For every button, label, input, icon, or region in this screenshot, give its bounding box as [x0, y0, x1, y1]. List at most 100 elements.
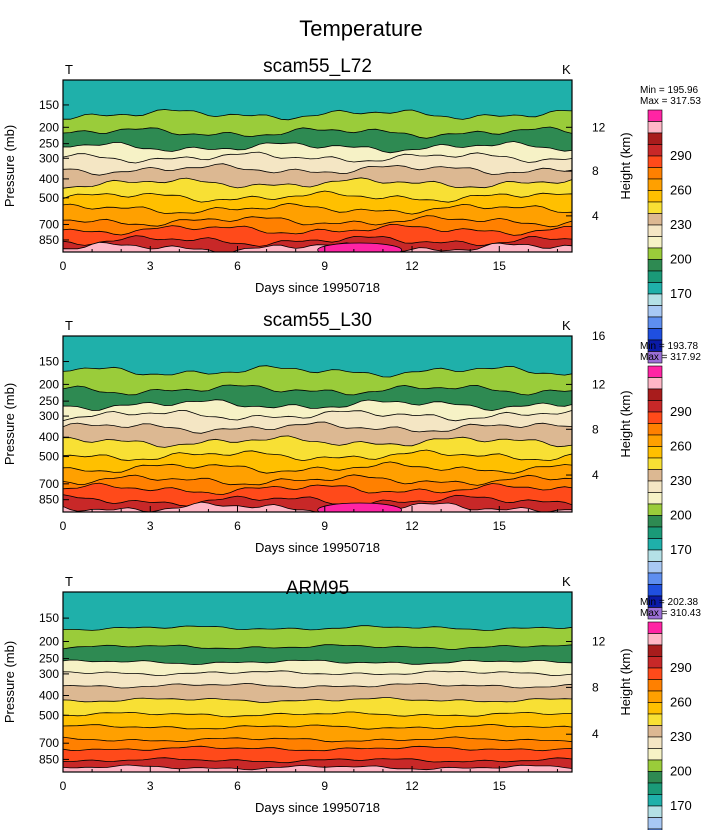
y-tick-label: 150	[39, 611, 59, 625]
y-axis-label: Pressure (mb)	[2, 641, 17, 723]
x-tick-label: 15	[493, 779, 507, 793]
x-tick-label: 0	[60, 259, 67, 273]
x-axis-label: Days since 19950718	[255, 800, 380, 815]
plot-frame	[62, 79, 573, 253]
colorbar-box	[647, 713, 663, 726]
plot-frame	[62, 335, 573, 513]
x-tick-label: 3	[147, 519, 154, 533]
colorbar-box	[647, 247, 663, 260]
right-string: K	[562, 318, 571, 333]
y-tick-label: 250	[39, 652, 59, 666]
y2-tick-label: 4	[592, 727, 599, 741]
colorbar-box	[647, 167, 663, 180]
left-string: T	[65, 574, 73, 589]
contour-band	[317, 502, 403, 512]
y2-axis-label: Height (km)	[618, 648, 633, 715]
colorbar-box	[647, 411, 663, 424]
y-tick-label: 850	[39, 752, 59, 766]
colorbar-box	[647, 561, 663, 574]
colorbar-label: 290	[670, 660, 692, 675]
x-tick-label: 6	[234, 519, 241, 533]
colorbar-box	[647, 503, 663, 516]
colorbar-box	[647, 736, 663, 749]
colorbar-box	[647, 305, 663, 318]
x-tick-label: 6	[234, 259, 241, 273]
colorbar-label: 260	[670, 439, 692, 454]
panel-title: ARM95	[286, 578, 349, 599]
y-tick-label: 500	[39, 450, 59, 464]
y-tick-label: 700	[39, 736, 59, 750]
contour-field	[63, 336, 572, 512]
contour-band	[63, 241, 572, 252]
y2-axis-label: Height (km)	[618, 132, 633, 199]
colorbar-box	[647, 480, 663, 493]
x-tick-label: 9	[321, 259, 328, 273]
colorbar-box	[647, 400, 663, 413]
colorbar-box	[647, 213, 663, 226]
colorbar-box	[647, 538, 663, 551]
colorbar-box	[647, 132, 663, 145]
colorbar-box	[647, 690, 663, 703]
colorbar-box	[647, 805, 663, 818]
colorbar-box	[647, 109, 663, 122]
colorbar-box	[647, 771, 663, 784]
x-tick-label: 15	[493, 519, 507, 533]
colorbar-box	[647, 794, 663, 807]
colorbar-box	[647, 457, 663, 470]
colorbar-box	[647, 515, 663, 528]
main-title: Temperature	[299, 16, 423, 41]
right-string: K	[562, 574, 571, 589]
y-tick-label: 300	[39, 151, 59, 165]
panel-title: scam55_L30	[263, 310, 372, 331]
x-axis-label: Days since 19950718	[255, 280, 380, 295]
y2-tick-label: 12	[592, 635, 606, 649]
y-tick-label: 850	[39, 493, 59, 507]
colorbar-box	[647, 667, 663, 680]
colorbar-box	[647, 144, 663, 157]
x-tick-label: 3	[147, 779, 154, 793]
colorbar-box	[647, 293, 663, 306]
y-tick-label: 250	[39, 394, 59, 408]
colorbar-box	[647, 201, 663, 214]
colorbar-box	[647, 316, 663, 329]
x-tick-label: 9	[321, 779, 328, 793]
plot-frame	[62, 591, 573, 773]
max-text: Max = 317.53	[640, 96, 701, 107]
colorbar-box	[647, 549, 663, 562]
y2-tick-label: 16	[592, 329, 606, 343]
left-string: T	[65, 318, 73, 333]
y-tick-label: 400	[39, 689, 59, 703]
colorbar-box	[647, 492, 663, 505]
colorbar-box	[647, 365, 663, 378]
y2-tick-label: 4	[592, 209, 599, 223]
contour-band	[317, 242, 403, 252]
y-tick-label: 850	[39, 233, 59, 247]
colorbar-box	[647, 633, 663, 646]
colorbar-label: 260	[670, 183, 692, 198]
x-tick-label: 0	[60, 779, 67, 793]
colorbar-box	[647, 526, 663, 539]
contour-panel-1: scam55_L72 T K 0 3 6 9 12 15 Days since 19950718 1…	[2, 56, 701, 364]
max-text: Max = 310.43	[640, 608, 701, 619]
contour-field	[63, 80, 572, 252]
colorbar-box	[647, 702, 663, 715]
colorbar-label: 290	[670, 148, 692, 163]
y-tick-label: 200	[39, 377, 59, 391]
y-tick-label: 150	[39, 98, 59, 112]
panel-title: scam55_L72	[263, 56, 372, 77]
colorbar-label: 290	[670, 404, 692, 419]
min-text: Min = 193.78	[640, 341, 699, 352]
y-tick-label: 200	[39, 635, 59, 649]
y-tick-label: 700	[39, 477, 59, 491]
contour-panel-2: scam55_L30 T K 0 3 6 9 12 15 Days since 19950718 1…	[2, 310, 701, 620]
colorbar-box	[647, 224, 663, 237]
contour-band	[63, 764, 572, 772]
contour-panel-3: ARM95 T K 0 3 6 9 12 15 Days since 19950718 150 200…	[2, 574, 701, 835]
colorbar-label: 200	[670, 252, 692, 267]
contour-field	[63, 592, 572, 772]
colorbar-box	[647, 423, 663, 436]
colorbar-label: 200	[670, 764, 692, 779]
x-tick-label: 12	[405, 519, 419, 533]
y2-tick-label: 4	[592, 468, 599, 482]
